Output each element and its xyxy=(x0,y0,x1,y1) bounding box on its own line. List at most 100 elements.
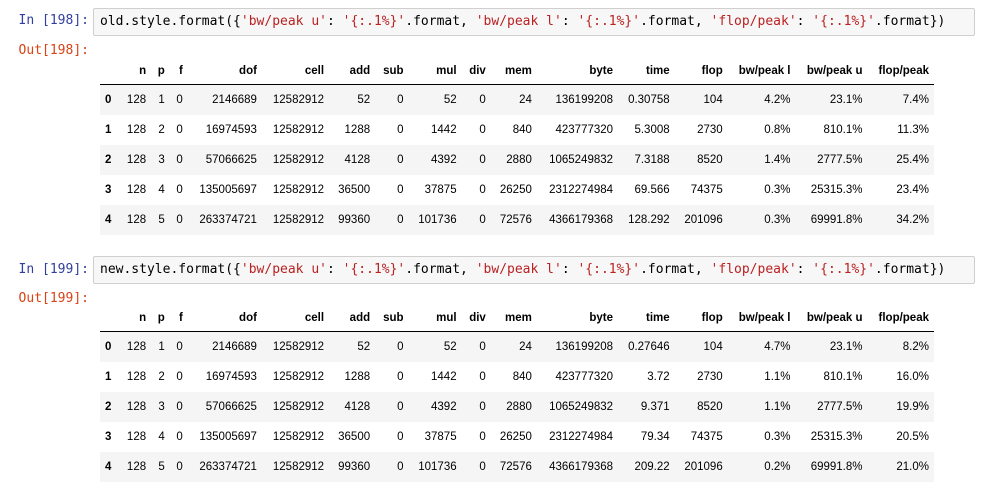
table-cell: 0 xyxy=(479,213,486,226)
table-cell: 52 xyxy=(357,93,371,106)
table-cell: 1 xyxy=(158,340,165,353)
table-row: 3 128 4 0 135005697 12582912 36500 0 37875 0 26250… xyxy=(100,174,934,205)
code-token: .format, xyxy=(640,262,711,277)
table-cell: 99360 xyxy=(338,460,371,473)
code-string-token: 'bw/peak l' xyxy=(475,14,562,29)
table-row: 2 128 3 0 57066625 12582912 4128 0 4392 0 2880 1065… xyxy=(100,144,934,175)
table-cell: 2 xyxy=(158,370,165,383)
table-cell: 25315.3% xyxy=(810,430,863,443)
table-cell: 0 xyxy=(176,153,183,166)
table-cell: 2146689 xyxy=(212,93,257,106)
table-cell: 19.9% xyxy=(896,400,929,413)
table-cell: 24 xyxy=(519,93,532,106)
column-header: flop/peak xyxy=(867,57,934,85)
table-cell: 1.1% xyxy=(764,400,791,413)
table-cell: 128 xyxy=(126,123,147,136)
code-token: .format}) xyxy=(874,14,946,29)
table-cell: 0 xyxy=(479,183,486,196)
table-cell: 136199208 xyxy=(555,340,614,353)
code-token: : xyxy=(561,14,578,29)
table-cell: 12582912 xyxy=(272,370,325,383)
table-cell: 37875 xyxy=(424,430,457,443)
table-cell: 263374721 xyxy=(199,213,257,226)
code-token: : xyxy=(326,14,343,29)
row-index: 4 xyxy=(105,460,112,473)
table-cell: 5 xyxy=(158,460,165,473)
table-row: 0 128 1 0 2146689 12582912 52 0 52 0 24 136199208 0.… xyxy=(100,331,934,362)
column-header: byte xyxy=(536,304,619,332)
table-cell: 128 xyxy=(126,400,147,413)
table-cell: 12582912 xyxy=(272,400,325,413)
column-header: time xyxy=(618,57,675,85)
table-cell: 104 xyxy=(703,340,723,353)
table-cell: 0 xyxy=(176,340,183,353)
table-cell: 1442 xyxy=(431,123,457,136)
code-input[interactable]: new.style.format({'bw/peak u': '{:.1%}'.… xyxy=(93,256,975,284)
table-cell: 11.3% xyxy=(897,123,929,136)
column-header: time xyxy=(618,304,675,332)
dataframe-table: n p f dof cell add sub mul div mem byte time flop bw/… xyxy=(100,57,934,235)
column-header: mul xyxy=(408,57,462,85)
table-cell: 0 xyxy=(479,460,486,473)
table-cell: 8520 xyxy=(697,400,723,413)
table-cell: 810.1% xyxy=(823,123,863,136)
table-cell: 101736 xyxy=(418,213,457,226)
table-cell: 1.4% xyxy=(764,153,791,166)
code-input[interactable]: old.style.format({'bw/peak u': '{:.1%}'.… xyxy=(93,8,975,36)
table-cell: 72576 xyxy=(499,460,532,473)
table-cell: 4.2% xyxy=(764,93,791,106)
code-token: .format, xyxy=(640,14,711,29)
column-header: dof xyxy=(187,304,262,332)
table-cell: 263374721 xyxy=(199,460,257,473)
column-header: f xyxy=(169,57,188,85)
table-cell: 0 xyxy=(397,430,404,443)
column-header: flop xyxy=(674,57,728,85)
column-header: bw/peak u xyxy=(795,304,868,332)
table-cell: 4.7% xyxy=(764,340,791,353)
table-cell: 23.4% xyxy=(896,183,929,196)
table-cell: 4128 xyxy=(344,153,371,166)
table-cell: 1.1% xyxy=(764,370,791,383)
table-cell: 74375 xyxy=(690,183,723,196)
table-cell: 3 xyxy=(158,153,165,166)
output-prompt: Out[199]: xyxy=(18,291,89,306)
table-cell: 3.72 xyxy=(647,370,670,383)
row-index: 3 xyxy=(105,430,112,443)
table-cell: 423777320 xyxy=(555,370,614,383)
table-cell: 810.1% xyxy=(823,370,863,383)
table-cell: 209.22 xyxy=(634,460,670,473)
column-header: div xyxy=(461,57,491,85)
code-string-token: 'flop/peak' xyxy=(710,14,797,29)
table-cell: 1288 xyxy=(344,123,371,136)
row-index: 0 xyxy=(105,93,112,106)
table-cell: 1442 xyxy=(431,370,457,383)
table-cell: 128 xyxy=(126,430,147,443)
table-cell: 2730 xyxy=(697,123,723,136)
table-header-row: n p f dof cell add sub mul div mem byte time flop bw/… xyxy=(100,57,934,85)
dataframe-table: n p f dof cell add sub mul div mem byte time flop bw/… xyxy=(100,304,934,482)
column-header: add xyxy=(329,304,376,332)
code-token: : xyxy=(796,262,813,277)
code-string-token: '{:.1%}' xyxy=(812,14,875,29)
table-cell: 0 xyxy=(397,153,404,166)
table-cell: 2880 xyxy=(506,153,532,166)
table-cell: 26250 xyxy=(499,430,532,443)
code-string-token: '{:.1%}' xyxy=(577,14,641,29)
column-header: mem xyxy=(490,57,537,85)
table-cell: 136199208 xyxy=(555,93,614,106)
column-header: f xyxy=(169,304,188,332)
table-cell: 69991.8% xyxy=(810,460,863,473)
table-cell: 0 xyxy=(479,123,486,136)
table-row: 3 128 4 0 135005697 12582912 36500 0 37875 0 26250… xyxy=(100,421,934,452)
table-cell: 34.2% xyxy=(896,213,929,226)
table-cell: 16974593 xyxy=(205,370,257,383)
code-string-token: 'bw/peak u' xyxy=(240,262,327,277)
table-cell: 2 xyxy=(158,123,165,136)
table-cell: 0 xyxy=(397,460,404,473)
table-cell: 57066625 xyxy=(205,400,257,413)
table-cell: 5 xyxy=(158,213,165,226)
column-header: cell xyxy=(261,57,330,85)
code-token: : xyxy=(561,262,578,277)
code-token: : xyxy=(796,14,813,29)
table-cell: 4392 xyxy=(431,400,457,413)
